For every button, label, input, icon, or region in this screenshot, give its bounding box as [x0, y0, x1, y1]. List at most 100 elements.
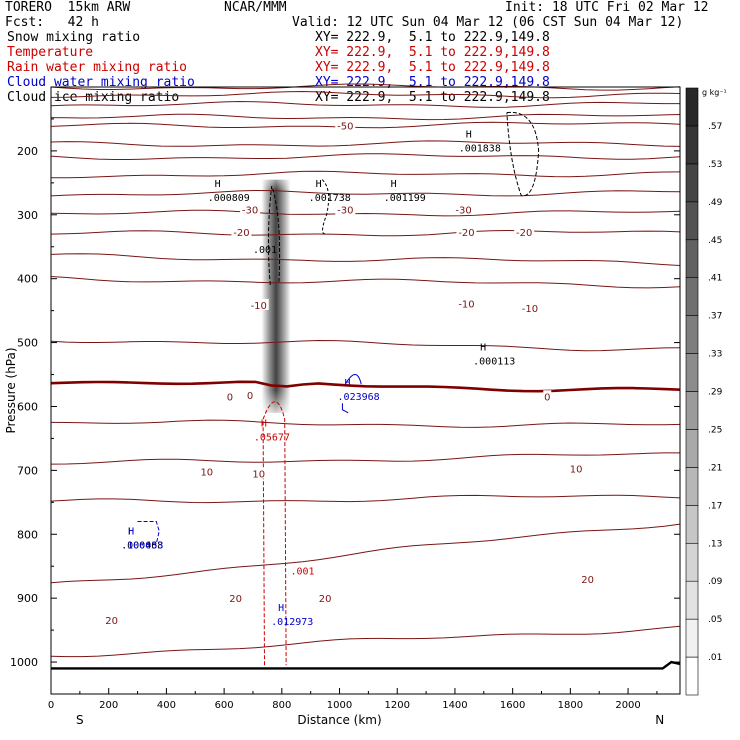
- colorbar-label: .21: [708, 463, 722, 473]
- colorbar-bin: [685, 391, 699, 430]
- isotherm-5: [50, 419, 681, 428]
- x-axis-end-south: S: [76, 713, 84, 727]
- colorbar-bin: [685, 429, 699, 468]
- terrain-line: [51, 660, 681, 670]
- colorbar-label: .05: [708, 615, 722, 625]
- temperature-label: 10: [252, 470, 265, 481]
- field-xy-rain: XY= 222.9, 5.1 to 222.9,149.8: [315, 60, 550, 75]
- y-tick-label: 500: [17, 337, 38, 350]
- colorbar-bin: [685, 656, 699, 696]
- temperature-label-bg: [580, 572, 595, 584]
- temperature-label: -10: [458, 300, 474, 311]
- temperature-label-bg: [251, 467, 266, 479]
- field-xy-temperature: XY= 222.9, 5.1 to 222.9,149.8: [315, 45, 550, 60]
- temperature-label-bg: [453, 203, 474, 215]
- isotherm-m55: [50, 113, 681, 121]
- high-marker: H: [278, 603, 284, 614]
- high-marker: H: [480, 342, 486, 353]
- snow-shading: [261, 179, 291, 413]
- temperature-label: 0: [227, 392, 233, 403]
- ice-contour-plume: [267, 185, 281, 286]
- high-marker: H: [391, 179, 397, 190]
- high-value: .100033: [121, 540, 163, 551]
- colorbar-label: .13: [708, 539, 722, 549]
- high-value: .05677: [254, 432, 290, 443]
- high-marker: H: [466, 130, 472, 141]
- temperature-label: 20: [319, 594, 332, 605]
- colorbar-bin: [685, 353, 699, 392]
- colorbar-label: .29: [708, 388, 723, 398]
- temperature-label-bg: [248, 298, 269, 310]
- isotherm-m50: [50, 121, 681, 129]
- colorbar-label: .25: [708, 425, 722, 435]
- colorbar-bin: [685, 467, 699, 506]
- isotherm-m10: [50, 276, 681, 289]
- high-value: .001838: [459, 144, 501, 155]
- field-xy-snow: XY= 222.9, 5.1 to 222.9,149.8: [315, 30, 550, 45]
- colorbar-label: .45: [708, 236, 722, 246]
- high-value: .023968: [338, 392, 380, 403]
- colorbar-label: .33: [708, 350, 722, 360]
- cloud-water-contour-small: [137, 520, 160, 545]
- colorbar-bin: [685, 542, 699, 582]
- ice-contour-upper: [506, 111, 540, 197]
- temperature-label: -20: [516, 228, 532, 239]
- high-marker: H: [128, 526, 134, 537]
- x-tick-label: 1400: [442, 700, 467, 711]
- high-marker: H: [316, 179, 322, 190]
- temperature-label: -10: [522, 304, 538, 315]
- isotherm-25: [50, 625, 681, 658]
- colorbar-label: .49: [708, 198, 723, 208]
- isotherm-m70: [50, 83, 681, 91]
- temperature-label: 0: [247, 391, 253, 402]
- colorbar-label: .01: [708, 653, 722, 663]
- high-marker: H: [345, 378, 351, 389]
- colorbar-label: .57: [708, 122, 722, 132]
- temperature-label-bg: [240, 203, 261, 215]
- x-tick-label: 600: [215, 700, 234, 711]
- isotherm-m5: [50, 339, 681, 352]
- temperature-label: -50: [337, 121, 353, 132]
- rain-contour: [262, 401, 287, 666]
- high-value: .001738: [309, 193, 351, 204]
- x-tick-label: 2000: [615, 700, 640, 711]
- y-tick-label: 200: [17, 145, 38, 158]
- temperature-label-bg: [225, 390, 234, 402]
- temperature-label-bg: [335, 203, 356, 215]
- x-tick-label: 1800: [558, 700, 583, 711]
- colorbar-bin: [685, 87, 699, 127]
- y-tick-label: 300: [17, 209, 38, 222]
- temperature-label: -20: [458, 228, 474, 239]
- colorbar-bin: [685, 201, 699, 241]
- colorbar-bin: [685, 580, 699, 620]
- init-time: Init: 18 UTC Fri 02 Mar 12: [505, 0, 709, 15]
- high-value: .000809: [208, 193, 250, 204]
- temperature-label: 20: [229, 594, 242, 605]
- forecast-hour: Fcst: 42 h: [5, 15, 99, 30]
- temperature-label: -10: [251, 301, 267, 312]
- temperature-label: 10: [200, 468, 213, 479]
- x-axis-label: Distance (km): [297, 713, 381, 727]
- x-tick-label: 400: [157, 700, 176, 711]
- temperature-label: -30: [337, 206, 353, 217]
- x-tick-label: 1000: [327, 700, 352, 711]
- temperature-label: 10: [570, 464, 583, 475]
- temperature-label: -30: [242, 206, 258, 217]
- x-tick-label: 200: [99, 700, 118, 711]
- colorbar-bin: [685, 505, 699, 544]
- colorbar-label: .17: [708, 501, 722, 511]
- temperature-label-bg: [104, 613, 119, 625]
- isotherm-10: [50, 452, 680, 465]
- field-name-temperature: Temperature: [7, 45, 94, 60]
- y-tick-label: 700: [17, 464, 38, 477]
- isotherm-m45: [50, 140, 681, 147]
- high-marker: H: [128, 526, 134, 537]
- temperature-label: -30: [455, 206, 471, 217]
- temperature-label-bg: [246, 388, 255, 400]
- model-title: TORERO 15km ARW: [5, 0, 131, 15]
- y-tick-label: 1000: [10, 656, 38, 669]
- contour-label: .001: [290, 567, 314, 578]
- y-axis-label: Pressure (hPa): [4, 347, 18, 433]
- temperature-label-bg: [228, 592, 243, 604]
- x-tick-label: 800: [272, 700, 291, 711]
